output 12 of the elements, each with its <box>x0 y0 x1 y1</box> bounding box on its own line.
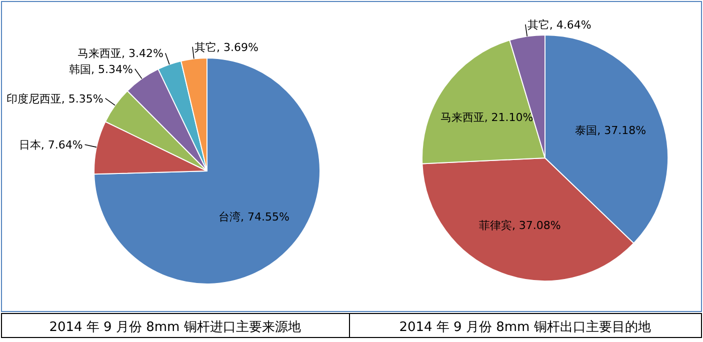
slice-label: 马来西亚, 21.10% <box>440 110 534 124</box>
slice-label: 其它, 3.69% <box>194 40 258 54</box>
slice-label: 台湾, 74.55% <box>218 210 290 224</box>
slice-label: 韩国, 5.34% <box>68 62 133 76</box>
slice-label: 马来西亚, 3.42% <box>77 47 164 60</box>
slice-label: 印度尼西亚, 5.35% <box>6 92 104 106</box>
text: 2014 年 9 月份 8mm 铜杆出口主要目的地 <box>399 319 651 335</box>
text: 2014 年 9 月份 8mm 铜杆进口主要来源地 <box>49 319 301 335</box>
slice-label: 菲律宾, 37.08% <box>478 218 561 232</box>
slice-label: 泰国, 37.18% <box>575 124 646 138</box>
slice-label: 日本, 7.64% <box>18 138 83 152</box>
slice-label: 其它, 4.64% <box>527 18 592 32</box>
